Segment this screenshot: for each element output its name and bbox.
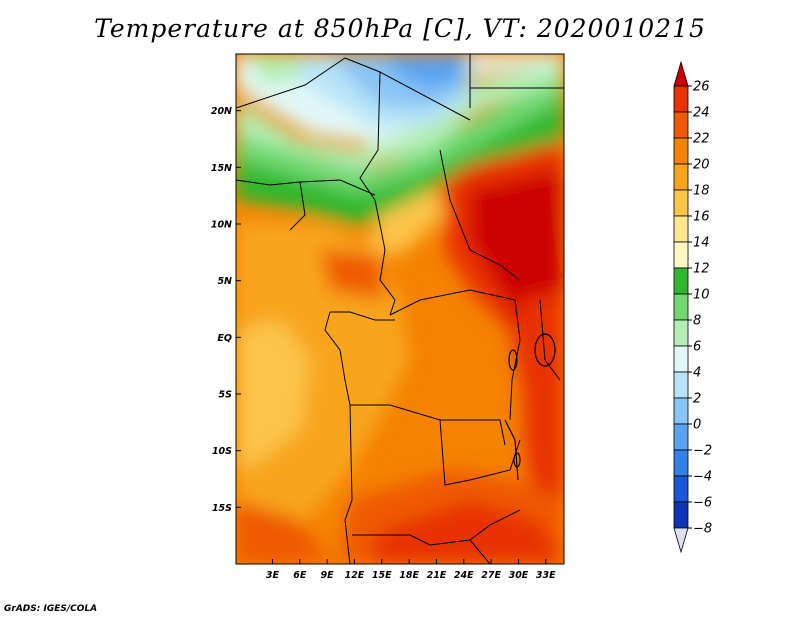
colorbar-swatch [673,85,689,113]
lake-outlines [504,333,556,481]
lon-tick-label: 27E [481,570,501,581]
colorbar-swatch [673,241,689,269]
colorbar-label: 6 [693,340,701,355]
colorbar-swatch [673,163,689,191]
map-frame [235,53,565,565]
colorbar-swatch [673,371,689,399]
lon-tick-label: 9E [321,570,335,581]
colorbar-bottom-arrow [673,527,689,554]
colorbar-swatch [673,189,689,217]
grads-credit: GrADS: IGES/COLA [4,604,98,614]
lon-tick-label: 21E [427,570,447,581]
country-borders [236,54,564,564]
colorbar-swatch [673,345,689,373]
lat-ticks: 20N 15N 10N 5N EQ 5S 10S 15S [211,106,241,514]
temperature-field [236,54,564,564]
lat-tick-label: 10S [212,446,232,457]
lat-tick-label: 15N [211,163,232,174]
lon-tick-label: 24E [454,570,474,581]
colorbar-label: −6 [693,496,712,511]
colorbar-label: 24 [693,106,710,121]
lat-tick-label: 5S [219,390,233,401]
colorbar-swatch [673,319,689,347]
colorbar-swatch [673,293,689,321]
colorbar-label: −8 [693,522,712,537]
lon-tick-label: 3E [266,570,280,581]
colorbar-swatch [673,267,689,295]
colorbar-top-arrow [673,60,689,87]
colorbar-swatch [673,137,689,165]
lon-ticks: 3E 6E 9E 12E 15E 18E 21E 24E 27E 30E 33E [266,559,556,581]
colorbar-label: 10 [693,288,710,303]
colorbar-swatch [673,501,689,529]
colorbar-label: 16 [693,210,710,225]
colorbar-label: 20 [693,158,710,173]
colorbar-label: 18 [693,184,710,199]
lon-tick-label: 15E [372,570,392,581]
colorbar-swatch [673,423,689,451]
lon-tick-label: 18E [399,570,419,581]
colorbar-label: 12 [693,262,710,277]
lon-tick-label: 33E [536,570,556,581]
map-title: Temperature at 850hPa [C], VT: 202001021… [94,14,706,43]
colorbar-label: 8 [693,314,701,329]
colorbar-swatch [673,397,689,425]
colorbar-label: 0 [693,418,701,433]
colorbar-label: 26 [693,80,710,95]
colorbar-swatch [673,475,689,503]
lat-tick-label: 5N [217,276,232,287]
colorbar-swatch [673,111,689,139]
colorbar-label: −4 [693,470,712,485]
lon-tick-label: 30E [509,570,529,581]
colorbar-label: 2 [693,392,701,407]
lat-tick-label: EQ [217,333,232,344]
lat-tick-label: 20N [211,106,232,117]
colorbar-label: 14 [693,236,710,251]
colorbar-label: −2 [693,444,712,459]
lon-tick-label: 6E [293,570,307,581]
colorbar-label: 4 [693,366,701,381]
colorbar-swatch [673,449,689,477]
lat-tick-label: 10N [211,220,232,231]
colorbar-label: 22 [693,132,710,147]
lon-tick-label: 12E [345,570,365,581]
colorbar-swatch [673,215,689,243]
lat-tick-label: 15S [212,503,232,514]
